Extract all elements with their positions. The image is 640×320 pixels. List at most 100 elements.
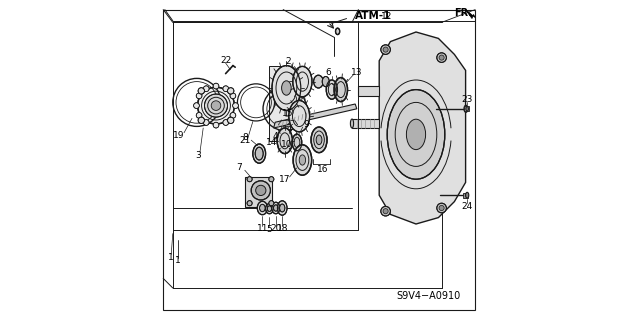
Circle shape [196, 93, 202, 99]
Circle shape [381, 45, 390, 54]
Bar [269, 66, 290, 141]
Circle shape [256, 185, 266, 196]
Circle shape [196, 113, 202, 118]
Text: 1: 1 [168, 253, 174, 262]
Text: FR.: FR. [454, 8, 472, 18]
Ellipse shape [316, 135, 322, 145]
Circle shape [383, 47, 388, 52]
Text: 16: 16 [317, 165, 328, 174]
Text: S9V4−A0910: S9V4−A0910 [397, 291, 461, 301]
Text: 1: 1 [175, 256, 180, 265]
Text: 20: 20 [270, 224, 282, 233]
Circle shape [213, 83, 219, 89]
Ellipse shape [292, 67, 312, 97]
Ellipse shape [266, 204, 273, 214]
Text: 4: 4 [273, 132, 278, 141]
Circle shape [436, 203, 447, 213]
Ellipse shape [289, 100, 310, 132]
Ellipse shape [292, 134, 302, 151]
Polygon shape [465, 9, 475, 19]
Text: 11: 11 [257, 224, 268, 233]
Text: 17: 17 [279, 175, 291, 184]
Bar [465, 106, 469, 111]
Circle shape [247, 201, 252, 206]
Text: 13: 13 [351, 68, 362, 76]
Ellipse shape [466, 192, 468, 198]
Ellipse shape [293, 145, 312, 175]
Text: 9: 9 [303, 120, 308, 129]
Circle shape [439, 205, 444, 211]
Circle shape [233, 103, 238, 108]
Ellipse shape [335, 28, 340, 35]
Circle shape [381, 206, 390, 216]
Ellipse shape [278, 201, 287, 215]
Ellipse shape [272, 66, 301, 110]
Circle shape [223, 86, 228, 92]
Text: 8: 8 [243, 133, 248, 142]
Ellipse shape [211, 101, 221, 110]
Circle shape [193, 103, 200, 108]
Ellipse shape [280, 204, 285, 212]
Bar [463, 193, 467, 198]
Polygon shape [352, 119, 380, 128]
Ellipse shape [257, 201, 268, 215]
Circle shape [439, 55, 444, 60]
Text: 19: 19 [173, 132, 185, 140]
Text: 7: 7 [236, 163, 242, 172]
Circle shape [198, 88, 205, 94]
Circle shape [252, 181, 271, 200]
Text: 12: 12 [381, 12, 392, 20]
Bar [245, 177, 272, 207]
Ellipse shape [253, 144, 266, 163]
Ellipse shape [466, 107, 468, 111]
Text: ATM-1: ATM-1 [355, 11, 392, 21]
Circle shape [383, 209, 388, 214]
Text: 24: 24 [461, 202, 472, 211]
Ellipse shape [387, 90, 445, 179]
Ellipse shape [255, 147, 263, 160]
Circle shape [204, 120, 209, 125]
Circle shape [204, 86, 209, 92]
Circle shape [230, 93, 236, 99]
Text: 21: 21 [239, 136, 250, 145]
Ellipse shape [205, 94, 228, 117]
Ellipse shape [282, 81, 291, 95]
Text: 14: 14 [266, 138, 278, 147]
Ellipse shape [323, 76, 329, 87]
Polygon shape [380, 32, 466, 224]
Text: 2: 2 [285, 57, 291, 66]
Circle shape [223, 120, 228, 125]
Text: 3: 3 [196, 151, 201, 160]
Ellipse shape [311, 127, 327, 153]
Text: 5: 5 [267, 225, 272, 234]
Ellipse shape [277, 128, 292, 154]
Text: 10: 10 [281, 140, 292, 148]
Circle shape [227, 117, 234, 124]
Ellipse shape [260, 204, 265, 212]
Circle shape [213, 122, 219, 128]
Text: 6: 6 [325, 68, 331, 77]
Ellipse shape [464, 105, 468, 112]
Ellipse shape [351, 119, 354, 128]
Circle shape [230, 113, 236, 118]
Circle shape [436, 53, 447, 62]
Circle shape [227, 88, 234, 94]
Circle shape [269, 201, 274, 206]
Ellipse shape [334, 78, 348, 102]
Ellipse shape [314, 75, 323, 88]
Circle shape [247, 177, 252, 182]
Text: 15: 15 [282, 109, 294, 118]
Ellipse shape [272, 202, 280, 214]
Ellipse shape [273, 205, 278, 211]
Circle shape [269, 177, 274, 182]
Ellipse shape [326, 80, 337, 99]
Ellipse shape [300, 155, 306, 165]
Polygon shape [274, 104, 357, 128]
Ellipse shape [198, 87, 234, 124]
Text: 23: 23 [461, 95, 473, 104]
Text: 18: 18 [276, 224, 288, 233]
Ellipse shape [268, 206, 271, 212]
Text: 22: 22 [220, 56, 231, 65]
Ellipse shape [406, 119, 426, 150]
Polygon shape [358, 86, 380, 96]
